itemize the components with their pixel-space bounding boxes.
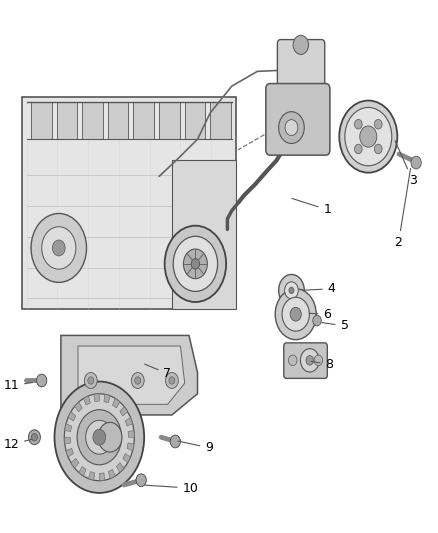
Polygon shape [99,473,105,481]
Circle shape [93,429,106,445]
Polygon shape [61,335,198,415]
Circle shape [290,308,301,321]
Circle shape [411,156,421,169]
Circle shape [279,112,304,143]
Text: 6: 6 [309,308,331,321]
Circle shape [184,249,207,279]
Circle shape [64,394,134,481]
Circle shape [173,236,218,292]
Circle shape [275,289,316,340]
Circle shape [170,435,180,448]
Polygon shape [94,394,99,402]
Polygon shape [83,396,90,405]
Circle shape [285,119,298,135]
Circle shape [289,287,294,294]
Circle shape [28,430,40,445]
Circle shape [279,274,304,306]
Circle shape [374,119,382,129]
Text: 1: 1 [292,198,331,216]
FancyBboxPatch shape [284,343,327,378]
Text: 2: 2 [395,168,410,249]
Text: 8: 8 [311,358,334,371]
Polygon shape [22,97,236,309]
Circle shape [166,373,178,389]
Circle shape [374,144,382,154]
Circle shape [313,316,321,326]
Circle shape [306,356,314,365]
Bar [108,102,128,139]
Circle shape [165,225,226,302]
Circle shape [314,355,323,366]
Circle shape [42,227,76,269]
FancyBboxPatch shape [277,39,325,99]
Text: 10: 10 [145,482,198,495]
Circle shape [88,377,94,384]
Circle shape [36,374,47,387]
Circle shape [282,297,309,331]
Polygon shape [66,448,74,457]
Bar [159,102,180,139]
Circle shape [32,433,37,441]
FancyBboxPatch shape [266,84,330,155]
Polygon shape [104,394,110,403]
Polygon shape [125,417,133,426]
Circle shape [289,355,297,366]
Circle shape [54,382,144,493]
Polygon shape [71,458,79,468]
Text: 7: 7 [145,364,171,380]
Bar [185,102,205,139]
Circle shape [136,474,146,487]
Circle shape [360,126,377,147]
Circle shape [300,349,319,372]
Circle shape [354,144,362,154]
Polygon shape [127,443,134,451]
Polygon shape [113,399,120,408]
Bar [210,102,231,139]
Polygon shape [68,411,76,421]
Bar [82,102,103,139]
Circle shape [169,377,175,384]
Text: 11: 11 [4,379,32,392]
Polygon shape [88,472,95,480]
Circle shape [293,35,308,54]
Text: 12: 12 [4,438,32,450]
Circle shape [98,422,122,452]
Text: 9: 9 [178,441,213,454]
Polygon shape [78,346,185,405]
Text: 5: 5 [322,319,349,333]
Text: 4: 4 [303,282,336,295]
Polygon shape [79,466,86,476]
Polygon shape [65,424,72,432]
Polygon shape [74,402,82,411]
Circle shape [53,240,65,256]
Circle shape [354,119,362,129]
Circle shape [77,410,121,465]
Bar [134,102,154,139]
Bar [31,102,52,139]
Polygon shape [117,463,124,472]
Polygon shape [123,454,131,463]
Circle shape [339,101,397,173]
Text: 3: 3 [395,141,417,187]
Circle shape [85,373,97,389]
Bar [57,102,77,139]
Polygon shape [120,407,127,416]
Circle shape [86,420,113,454]
Polygon shape [64,437,71,444]
Circle shape [31,214,87,282]
Polygon shape [172,160,236,309]
Circle shape [135,377,141,384]
Polygon shape [108,470,115,479]
Circle shape [345,108,392,166]
Circle shape [131,373,144,389]
Circle shape [191,259,200,269]
Circle shape [285,282,298,299]
Polygon shape [128,431,134,437]
